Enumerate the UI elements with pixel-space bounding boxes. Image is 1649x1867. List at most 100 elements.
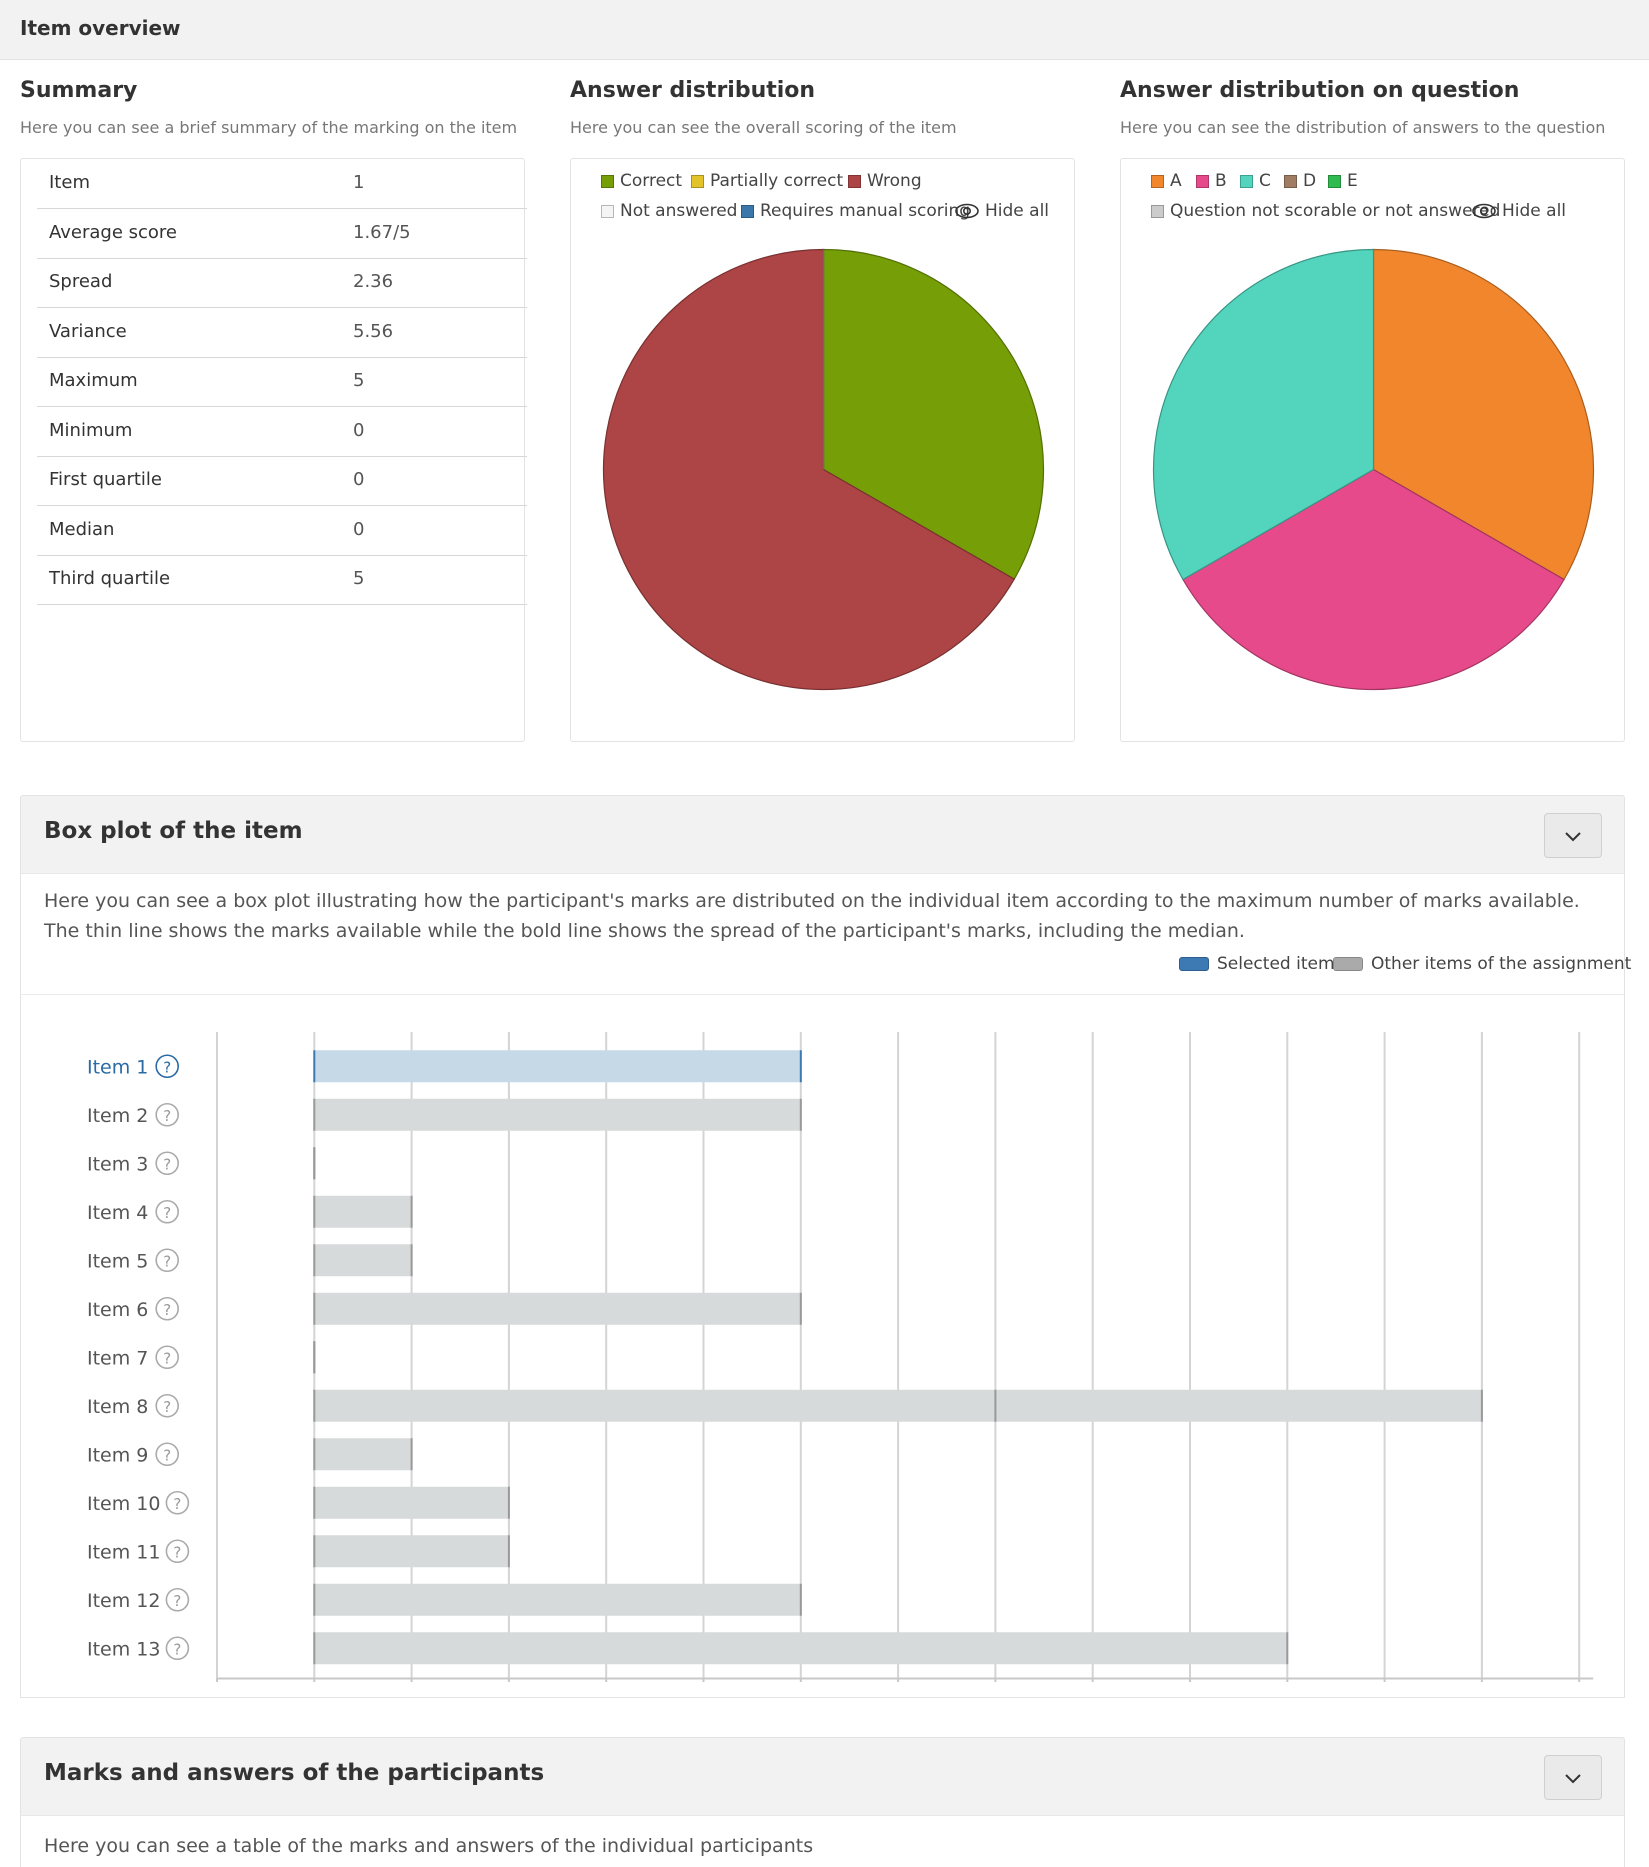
help-icon[interactable] [165,1587,190,1612]
help-icon[interactable] [155,1151,179,1176]
help-icon[interactable] [165,1490,190,1515]
box-item-4[interactable] [314,1195,412,1228]
help-icon-glyph: ? [173,1543,181,1561]
help-icon[interactable] [155,1345,179,1370]
category-label[interactable]: Item 7 [87,1347,148,1369]
category-label[interactable]: Item 3 [87,1153,148,1175]
summary-row-label: Third quartile [49,568,171,589]
pie-slice-correct[interactable] [822,248,1045,580]
help-icon-glyph: ? [173,1592,181,1610]
summary-row-value: 0 [353,469,365,490]
hide-all-button[interactable]: Hide all [1472,201,1566,221]
category-label[interactable]: Item 8 [87,1396,148,1418]
legend-label: A [1170,171,1182,191]
boxplot-panel-header: Box plot of the item [20,795,1625,873]
category-label[interactable]: Item 10 [87,1493,160,1515]
box-item-13[interactable] [314,1632,1288,1665]
help-icon[interactable] [155,1199,179,1224]
help-icon[interactable] [165,1539,190,1564]
legend-label: Wrong [867,171,922,191]
question-distribution-title: Answer distribution on question [1120,78,1520,103]
pie-slice-wrong[interactable] [602,248,1016,691]
box-item-9[interactable] [314,1438,412,1471]
help-icon[interactable] [155,1054,179,1079]
help-icon[interactable] [155,1393,179,1418]
legend-c[interactable]: C [1240,171,1271,191]
boxplot-collapse-button[interactable] [1544,813,1602,858]
legend-swatch [1328,174,1341,188]
legend-label: E [1347,171,1358,191]
category-label[interactable]: Item 1 [87,1056,148,1078]
help-icon[interactable] [165,1636,190,1661]
help-icon-glyph: ? [163,1349,171,1367]
help-icon[interactable] [155,1102,179,1127]
help-icon[interactable] [155,1442,179,1467]
summary-row-value: 1.67/5 [353,221,411,243]
category-label[interactable]: Item 11 [87,1541,160,1563]
boxplot-description: Here you can see a box plot illustrating… [44,890,1580,942]
legend-e[interactable]: E [1328,171,1358,191]
legend-label: C [1259,171,1271,191]
help-icon-glyph: ? [163,1446,171,1464]
help-icon[interactable] [155,1248,179,1273]
box-item-11[interactable] [314,1535,509,1568]
eye-icon [955,203,979,219]
answer-distribution-subtitle: Here you can see the overall scoring of … [570,118,957,137]
legend-partially-correct[interactable]: Partially correct [691,171,843,191]
summary-row: Minimum 0 [37,407,527,457]
eye-icon [1472,203,1496,219]
summary-row-value: 2.36 [353,271,394,292]
box-item-5[interactable] [314,1244,412,1277]
summary-row: Variance 5.56 [37,308,527,358]
category-label[interactable]: Item 9 [87,1444,148,1466]
category-label[interactable]: Item 4 [87,1202,148,1224]
summary-subtitle: Here you can see a brief summary of the … [20,118,518,137]
legend-swatch [1284,174,1297,188]
summary-row: Third quartile 5 [37,555,527,605]
legend-label: Correct [620,171,683,191]
answer-distribution-pie [602,248,1045,691]
legend-requires-manual-scoring[interactable]: Requires manual scoring [741,201,970,221]
legend-correct[interactable]: Correct [601,171,682,191]
help-icon-glyph: ? [163,1398,171,1416]
hide-all-button[interactable]: Hide all [955,201,1049,221]
legend-b[interactable]: B [1196,171,1227,191]
box-item-8[interactable] [314,1389,1482,1422]
help-icon-glyph: ? [163,1301,171,1319]
category-label[interactable]: Item 13 [87,1638,160,1660]
legend-label: Other items of the assignment [1371,954,1632,974]
legend-d[interactable]: D [1284,171,1316,191]
legend-label: B [1215,171,1227,191]
category-label[interactable]: Item 2 [87,1105,148,1127]
legend-not-answered[interactable]: Not answered [601,201,737,221]
divider [21,994,1624,995]
box-item-2[interactable] [314,1098,801,1131]
legend-swatch [1333,957,1363,971]
help-icon[interactable] [155,1296,179,1321]
box-item-6[interactable] [314,1292,801,1325]
legend-a[interactable]: A [1151,171,1182,191]
pie-slice-c[interactable] [1152,248,1375,581]
help-icon-glyph: ? [163,1204,171,1222]
box-item-1[interactable] [314,1050,801,1083]
hide-all-label: Hide all [985,201,1050,221]
top-bar: Item overview [0,0,1649,60]
summary-row: Maximum 5 [37,357,527,407]
legend-label: Partially correct [710,171,844,191]
summary-row-value: 5 [353,568,365,589]
marks-panel-header: Marks and answers of the participants [20,1737,1625,1815]
marks-collapse-button[interactable] [1544,1755,1602,1800]
summary-row: Item 1 [37,159,527,209]
legend-not-scorable[interactable]: Question not scorable or not answered [1151,201,1500,221]
legend-label: Requires manual scoring [760,201,971,221]
category-label[interactable]: Item 6 [87,1299,148,1321]
category-label[interactable]: Item 5 [87,1250,148,1272]
legend-swatch [601,204,614,218]
box-item-10[interactable] [314,1486,509,1519]
box-item-12[interactable] [314,1583,801,1616]
legend-swatch [741,204,754,218]
category-label[interactable]: Item 12 [87,1590,160,1612]
pie-slice-a[interactable] [1372,248,1595,581]
legend-wrong[interactable]: Wrong [848,171,922,191]
chevron-down-icon [1565,831,1581,841]
